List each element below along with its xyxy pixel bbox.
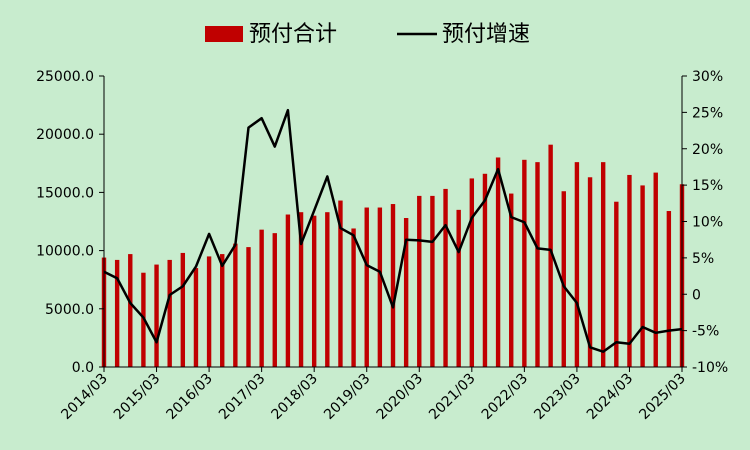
left-tick-label: 15000.0 (36, 185, 94, 201)
bar-2023/09 (600, 162, 606, 367)
bar-2019/03 (364, 207, 369, 367)
bar-2016/03 (206, 256, 212, 367)
x-tick-label: 2025/03 (636, 371, 688, 423)
right-tick-label: -10% (692, 360, 728, 376)
left-tick-label: 20000.0 (36, 127, 94, 143)
bar-2016/06 (220, 254, 225, 367)
x-tick-label: 2022/03 (479, 371, 531, 423)
bar-2024/09 (653, 172, 658, 367)
right-tick-label: 25% (692, 105, 723, 121)
bar-2022/09 (548, 144, 553, 367)
left-tick-label: 10000.0 (36, 244, 94, 260)
x-tick-label: 2023/03 (531, 371, 583, 423)
bar-2017/03 (259, 229, 264, 367)
x-tick-label: 2017/03 (216, 371, 268, 423)
bar-2019/09 (390, 204, 396, 367)
bar-2024/12 (666, 211, 672, 367)
bar-2021/06 (482, 173, 488, 367)
bar-2014/09 (128, 254, 133, 367)
bar-2017/12 (298, 212, 304, 367)
legend-bar-label: 预付合计 (249, 22, 337, 47)
bar-2022/12 (561, 191, 566, 367)
line-series (103, 108, 683, 353)
left-tick-label: 5000.0 (45, 302, 94, 318)
bar-2016/09 (233, 243, 238, 367)
bar-2017/06 (272, 233, 277, 367)
x-tick-label: 2018/03 (269, 371, 321, 423)
growth-line (103, 108, 683, 353)
bar-2023/06 (587, 177, 593, 367)
bar-2020/09 (443, 188, 448, 367)
bar-2023/12 (614, 201, 619, 367)
x-tick-label: 2024/03 (584, 371, 636, 423)
x-tick-label: 2015/03 (111, 371, 163, 423)
bar-2024/03 (627, 174, 632, 367)
bar-2022/06 (535, 162, 540, 367)
x-axis-ticks: 2014/03 2015/03 2016/03 2017/03 2018/03 2019/… (58, 367, 689, 423)
bar-2015/12 (193, 268, 199, 367)
bar-2024/06 (640, 185, 645, 367)
x-tick-label: 2019/03 (321, 371, 373, 423)
bar-2019/06 (377, 207, 383, 367)
bar-2023/03 (574, 162, 580, 367)
right-tick-label: 10% (692, 215, 723, 231)
x-tick-label: 2016/03 (163, 371, 215, 423)
bar-2014/06 (114, 259, 120, 367)
bar-2018/06 (325, 212, 330, 367)
bar-2020/03 (417, 195, 422, 367)
x-tick-label: 2021/03 (426, 371, 478, 423)
left-axis-ticks: 0.0 5000.0 10000.0 15000.0 20000.0 25000.0 (36, 69, 104, 376)
right-axis-ticks: -10% -5% 0 5% 10% 15% 20% 25% 30% (682, 69, 728, 376)
right-tick-label: 30% (692, 69, 723, 85)
bar-2021/12 (509, 193, 514, 367)
x-tick-label: 2020/03 (374, 371, 426, 423)
bar-series (101, 144, 685, 367)
legend: 预付合计 预付增速 (205, 22, 530, 47)
right-tick-label: 5% (692, 251, 714, 267)
right-tick-label: 20% (692, 142, 723, 158)
bar-2020/06 (430, 195, 435, 367)
bar-2015/06 (167, 259, 172, 367)
right-tick-label: -5% (692, 324, 719, 340)
bar-2021/09 (495, 157, 501, 367)
bar-2018/12 (351, 228, 356, 367)
bar-2018/09 (338, 200, 343, 367)
legend-bar-swatch (205, 26, 243, 42)
bar-2020/12 (456, 209, 461, 367)
bar-2018/03 (311, 215, 317, 367)
bar-2016/12 (246, 247, 251, 367)
x-tick-label: 2014/03 (58, 371, 110, 423)
bar-2021/03 (469, 178, 475, 367)
bar-2017/09 (285, 214, 291, 367)
bar-2019/12 (403, 218, 409, 367)
bar-2015/03 (154, 264, 159, 367)
bar-2022/03 (522, 159, 527, 367)
right-tick-label: 15% (692, 178, 723, 194)
left-tick-label: 25000.0 (36, 69, 94, 85)
right-tick-label: 0 (692, 287, 701, 303)
left-tick-label: 0.0 (72, 360, 94, 376)
bar-2015/09 (180, 252, 186, 367)
legend-line-label: 预付增速 (442, 22, 530, 47)
